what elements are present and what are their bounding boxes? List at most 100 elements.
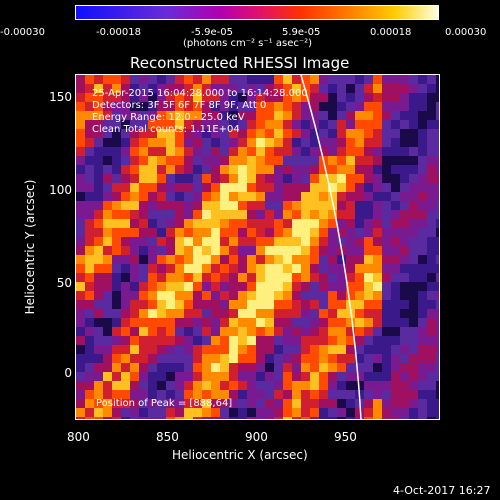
heatmap-cell — [130, 309, 139, 318]
heatmap-cell — [148, 390, 157, 399]
heatmap-cell — [310, 291, 319, 300]
heatmap-cell — [85, 327, 94, 336]
heatmap-cell — [274, 345, 283, 354]
heatmap-cell — [220, 111, 229, 120]
heatmap-cell — [319, 417, 328, 419]
heatmap-cell — [121, 120, 130, 129]
heatmap-cell — [175, 264, 184, 273]
heatmap-cell — [382, 84, 391, 93]
heatmap-cell — [121, 201, 130, 210]
heatmap-cell — [274, 282, 283, 291]
heatmap-cell — [121, 75, 130, 84]
colorbar-tick: 0.00018 — [370, 27, 412, 38]
heatmap-cell — [166, 246, 175, 255]
heatmap-cell — [85, 417, 94, 419]
heatmap-cell — [337, 363, 346, 372]
heatmap-cell — [400, 129, 409, 138]
heatmap-cell — [319, 273, 328, 282]
heatmap-cell — [301, 192, 310, 201]
heatmap-cell — [373, 408, 382, 417]
heatmap-cell — [184, 264, 193, 273]
heatmap-cell — [229, 165, 238, 174]
heatmap-cell — [400, 381, 409, 390]
heatmap-cell — [328, 165, 337, 174]
heatmap-cell — [283, 282, 292, 291]
heatmap-cell — [292, 183, 301, 192]
heatmap-cell — [373, 201, 382, 210]
heatmap-cell — [436, 345, 439, 354]
heatmap-cell — [319, 318, 328, 327]
heatmap-cell — [436, 210, 439, 219]
heatmap-cell — [220, 138, 229, 147]
heatmap-cell — [292, 417, 301, 419]
heatmap-cell — [364, 183, 373, 192]
heatmap-cell — [103, 210, 112, 219]
heatmap-cell — [166, 237, 175, 246]
heatmap-cell — [337, 111, 346, 120]
heatmap-cell — [274, 120, 283, 129]
heatmap-cell — [283, 345, 292, 354]
heatmap-cell — [292, 390, 301, 399]
heatmap-cell — [418, 399, 427, 408]
heatmap-cell — [193, 219, 202, 228]
heatmap-cell — [391, 291, 400, 300]
heatmap-cell — [139, 291, 148, 300]
heatmap-cell — [76, 255, 85, 264]
heatmap-cell — [265, 300, 274, 309]
heatmap-cell — [103, 318, 112, 327]
heatmap-cell — [391, 93, 400, 102]
heatmap-cell — [130, 255, 139, 264]
heatmap-cell — [274, 309, 283, 318]
heatmap-cell — [328, 129, 337, 138]
heatmap-cell — [130, 183, 139, 192]
heatmap-cell — [76, 183, 85, 192]
heatmap-cell — [202, 336, 211, 345]
heatmap-cell — [220, 282, 229, 291]
heatmap-cell — [427, 129, 436, 138]
heatmap-cell — [310, 111, 319, 120]
heatmap-cell — [427, 363, 436, 372]
heatmap-cell — [229, 111, 238, 120]
heatmap-cell — [247, 192, 256, 201]
heatmap-cell — [355, 228, 364, 237]
heatmap-cell — [382, 282, 391, 291]
heatmap-cell — [256, 165, 265, 174]
heatmap-cell — [265, 210, 274, 219]
heatmap-cell — [382, 318, 391, 327]
heatmap-cell — [301, 372, 310, 381]
heatmap-cell — [292, 111, 301, 120]
heatmap-cell — [256, 183, 265, 192]
heatmap-cell — [310, 138, 319, 147]
heatmap-cell — [400, 75, 409, 84]
heatmap-cell — [256, 219, 265, 228]
heatmap-cell — [157, 399, 166, 408]
heatmap-cell — [121, 210, 130, 219]
colorbar-tick: -0.00030 — [0, 27, 45, 38]
heatmap-cell — [193, 309, 202, 318]
heatmap-cell — [157, 417, 166, 419]
heatmap-cell — [283, 327, 292, 336]
heatmap-cell — [85, 102, 94, 111]
heatmap-cell — [355, 147, 364, 156]
heatmap-cell — [184, 318, 193, 327]
heatmap-cell — [175, 381, 184, 390]
heatmap-cell — [175, 210, 184, 219]
heatmap-cell — [94, 336, 103, 345]
heatmap-cell — [256, 273, 265, 282]
heatmap-cell — [139, 399, 148, 408]
heatmap-cell — [301, 363, 310, 372]
heatmap-cell — [139, 183, 148, 192]
heatmap-cell — [121, 192, 130, 201]
heatmap-cell — [238, 228, 247, 237]
heatmap-cell — [274, 237, 283, 246]
heatmap-cell — [337, 138, 346, 147]
heatmap-cell — [328, 282, 337, 291]
heatmap-cell — [265, 156, 274, 165]
heatmap-cell — [364, 156, 373, 165]
heatmap-cell — [238, 201, 247, 210]
heatmap-cell — [328, 309, 337, 318]
heatmap-cell — [229, 282, 238, 291]
heatmap-cell — [292, 318, 301, 327]
heatmap-cell — [238, 237, 247, 246]
heatmap-cell — [382, 183, 391, 192]
